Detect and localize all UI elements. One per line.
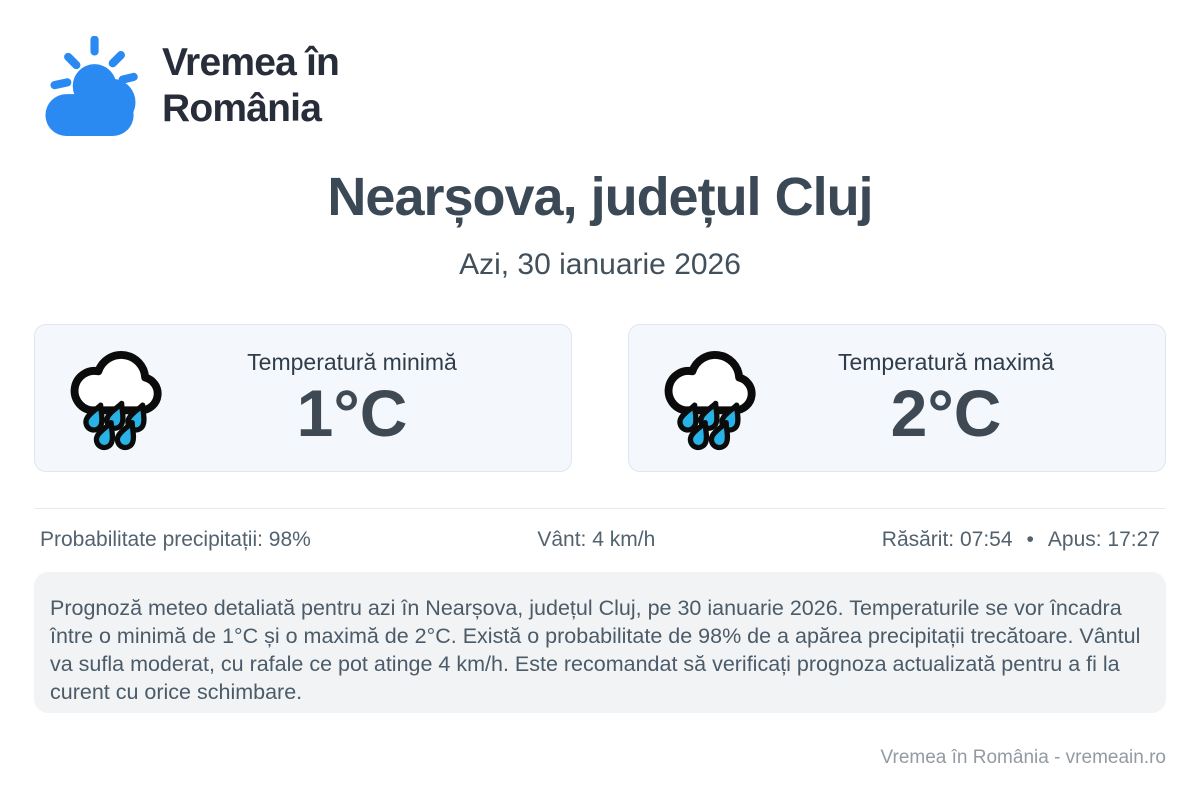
site-header: Vremea în România xyxy=(34,36,1166,136)
footer-text: Vremea în România - vremeain.ro xyxy=(880,747,1166,769)
sun-times: Răsărit: 07:54 • Apus: 17:27 xyxy=(882,528,1160,552)
min-temp-body: Temperatură minimă 1°C xyxy=(171,349,533,447)
min-temp-label: Temperatură minimă xyxy=(247,348,457,375)
max-temp-card: Temperatură maximă 2°C xyxy=(628,324,1166,473)
stats-row: Probabilitate precipitații: 98% Vânt: 4 … xyxy=(34,508,1166,552)
page-title: Nearșova, județul Cluj xyxy=(327,167,873,227)
wind-stat: Vânt: 4 km/h xyxy=(537,528,656,552)
logo[interactable]: Vremea în România xyxy=(38,36,340,136)
cloud-with-rain-icon xyxy=(664,351,756,451)
logo-line-1: Vremea în xyxy=(162,41,340,85)
site-footer: Vremea în România - vremeain.ro xyxy=(34,747,1166,769)
bullet-separator: • xyxy=(1026,528,1034,552)
min-temp-card: Temperatură minimă 1°C xyxy=(34,324,572,473)
forecast-description: Prognoză meteo detaliată pentru azi în N… xyxy=(34,572,1166,714)
date-subtitle: Azi, 30 ianuarie 2026 xyxy=(459,248,741,282)
max-temp-value: 2°C xyxy=(890,375,1002,450)
sun-behind-cloud-icon xyxy=(45,36,138,136)
max-temp-label: Temperatură maximă xyxy=(837,348,1055,375)
sunset-stat: Apus: 17:27 xyxy=(1047,528,1160,552)
temperature-cards-row: Temperatură minimă 1°C Temperatură maxim… xyxy=(34,324,1166,473)
logo-line-2: România xyxy=(162,87,322,130)
max-temp-body: Temperatură maximă 2°C xyxy=(765,349,1127,447)
precipitation-stat: Probabilitate precipitații: 98% xyxy=(40,528,311,552)
cloud-with-rain-icon xyxy=(70,351,162,451)
min-temp-value: 1°C xyxy=(296,375,408,450)
logo-text: Vremea în România xyxy=(162,40,340,131)
sunrise-stat: Răsărit: 07:54 xyxy=(881,528,1013,552)
